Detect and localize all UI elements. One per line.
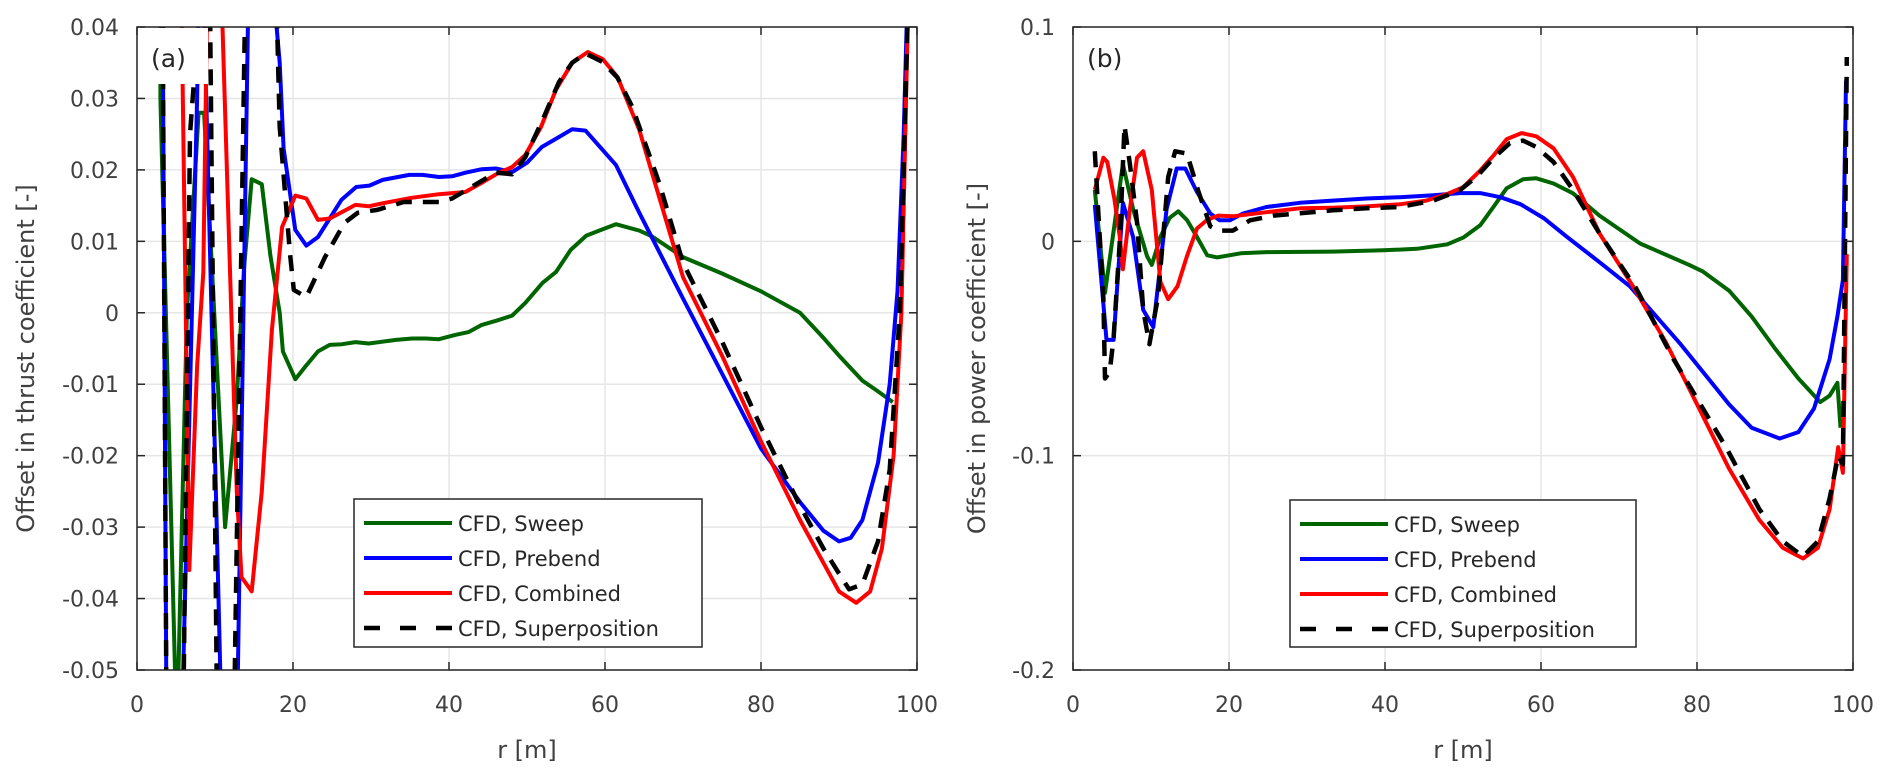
y-tick-label: -0.05: [62, 659, 119, 684]
legend-label-cfd-superposition: CFD, Superposition: [1394, 618, 1595, 642]
x-tick-label: 60: [591, 693, 619, 718]
y-tick-label: 0.04: [70, 16, 119, 41]
x-tick-label: 80: [747, 693, 775, 718]
x-tick-label: 60: [1527, 693, 1555, 718]
panel-label-background: [138, 28, 208, 84]
series-line-cfd-prebend: [1092, 80, 1848, 441]
y-tick-label: 0.01: [70, 230, 119, 255]
y-axis-label: Offset in power coefficient [-]: [963, 183, 991, 534]
x-tick-label: 40: [435, 693, 463, 718]
y-axis-label: Offset in thrust coefficient [-]: [12, 184, 40, 533]
legend-label-cfd-combined: CFD, Combined: [458, 582, 621, 606]
y-tick-label: 0: [1041, 230, 1055, 255]
legend-label-cfd-combined: CFD, Combined: [1394, 583, 1557, 607]
y-tick-label: 0.1: [1020, 16, 1055, 41]
x-axis-label: r [m]: [1433, 736, 1493, 764]
legend-label-cfd-sweep: CFD, Sweep: [1394, 513, 1520, 537]
series-line-cfd-superposition: [1092, 56, 1850, 559]
legend-label-cfd-sweep: CFD, Sweep: [458, 512, 584, 536]
x-tick-label: 20: [1215, 693, 1243, 718]
panel-b-power: (b) 0 20 40 60 80 100 -0.2 -0.1 0 0.1 r [m] Offset i…: [963, 16, 1874, 764]
y-tick-label: 0.02: [70, 159, 119, 184]
panel-label: (a): [151, 44, 186, 73]
x-tick-label: 40: [1371, 693, 1399, 718]
panel-a-thrust: (a) 0 20 40 60 80 100 -0.05 -0.04 -0.03 -0.02 -0.01…: [12, 16, 938, 764]
x-tick-label: 0: [130, 693, 144, 718]
axes-box: [136, 26, 918, 671]
series-line-cfd-combined: [1092, 131, 1849, 561]
series-line-cfd-superposition: [160, 27, 910, 670]
legend: CFD, Sweep CFD, Prebend CFD, Combined CFD, …: [1289, 499, 1637, 648]
x-tick-label: 0: [1066, 693, 1080, 718]
x-tick-label: 80: [1683, 693, 1711, 718]
series-line-cfd-prebend: [160, 27, 909, 670]
series-line-cfd-sweep: [1092, 162, 1843, 428]
y-tick-label: 0: [105, 302, 119, 327]
y-tick-label: -0.01: [62, 373, 119, 398]
legend-label-cfd-superposition: CFD, Superposition: [458, 617, 659, 641]
x-tick-label: 100: [896, 693, 938, 718]
x-tick-label: 100: [1832, 693, 1874, 718]
y-tick-label: -0.04: [62, 588, 119, 613]
y-tick-label: 0.03: [70, 87, 119, 112]
y-tick-label: -0.2: [1012, 659, 1055, 684]
axes-box: [1072, 26, 1854, 671]
x-axis-label: r [m]: [497, 736, 557, 764]
y-tick-label: -0.03: [62, 516, 119, 541]
panel-label: (b): [1087, 44, 1122, 73]
legend-label-cfd-prebend: CFD, Prebend: [1394, 548, 1537, 572]
y-tick-label: -0.1: [1012, 445, 1055, 470]
series-group: [1092, 56, 1850, 561]
legend: CFD, Sweep CFD, Prebend CFD, Combined CFD, …: [353, 498, 703, 648]
series-group: [158, 27, 910, 670]
x-tick-label: 20: [279, 693, 307, 718]
legend-label-cfd-prebend: CFD, Prebend: [458, 547, 601, 571]
y-tick-label: -0.02: [62, 445, 119, 470]
